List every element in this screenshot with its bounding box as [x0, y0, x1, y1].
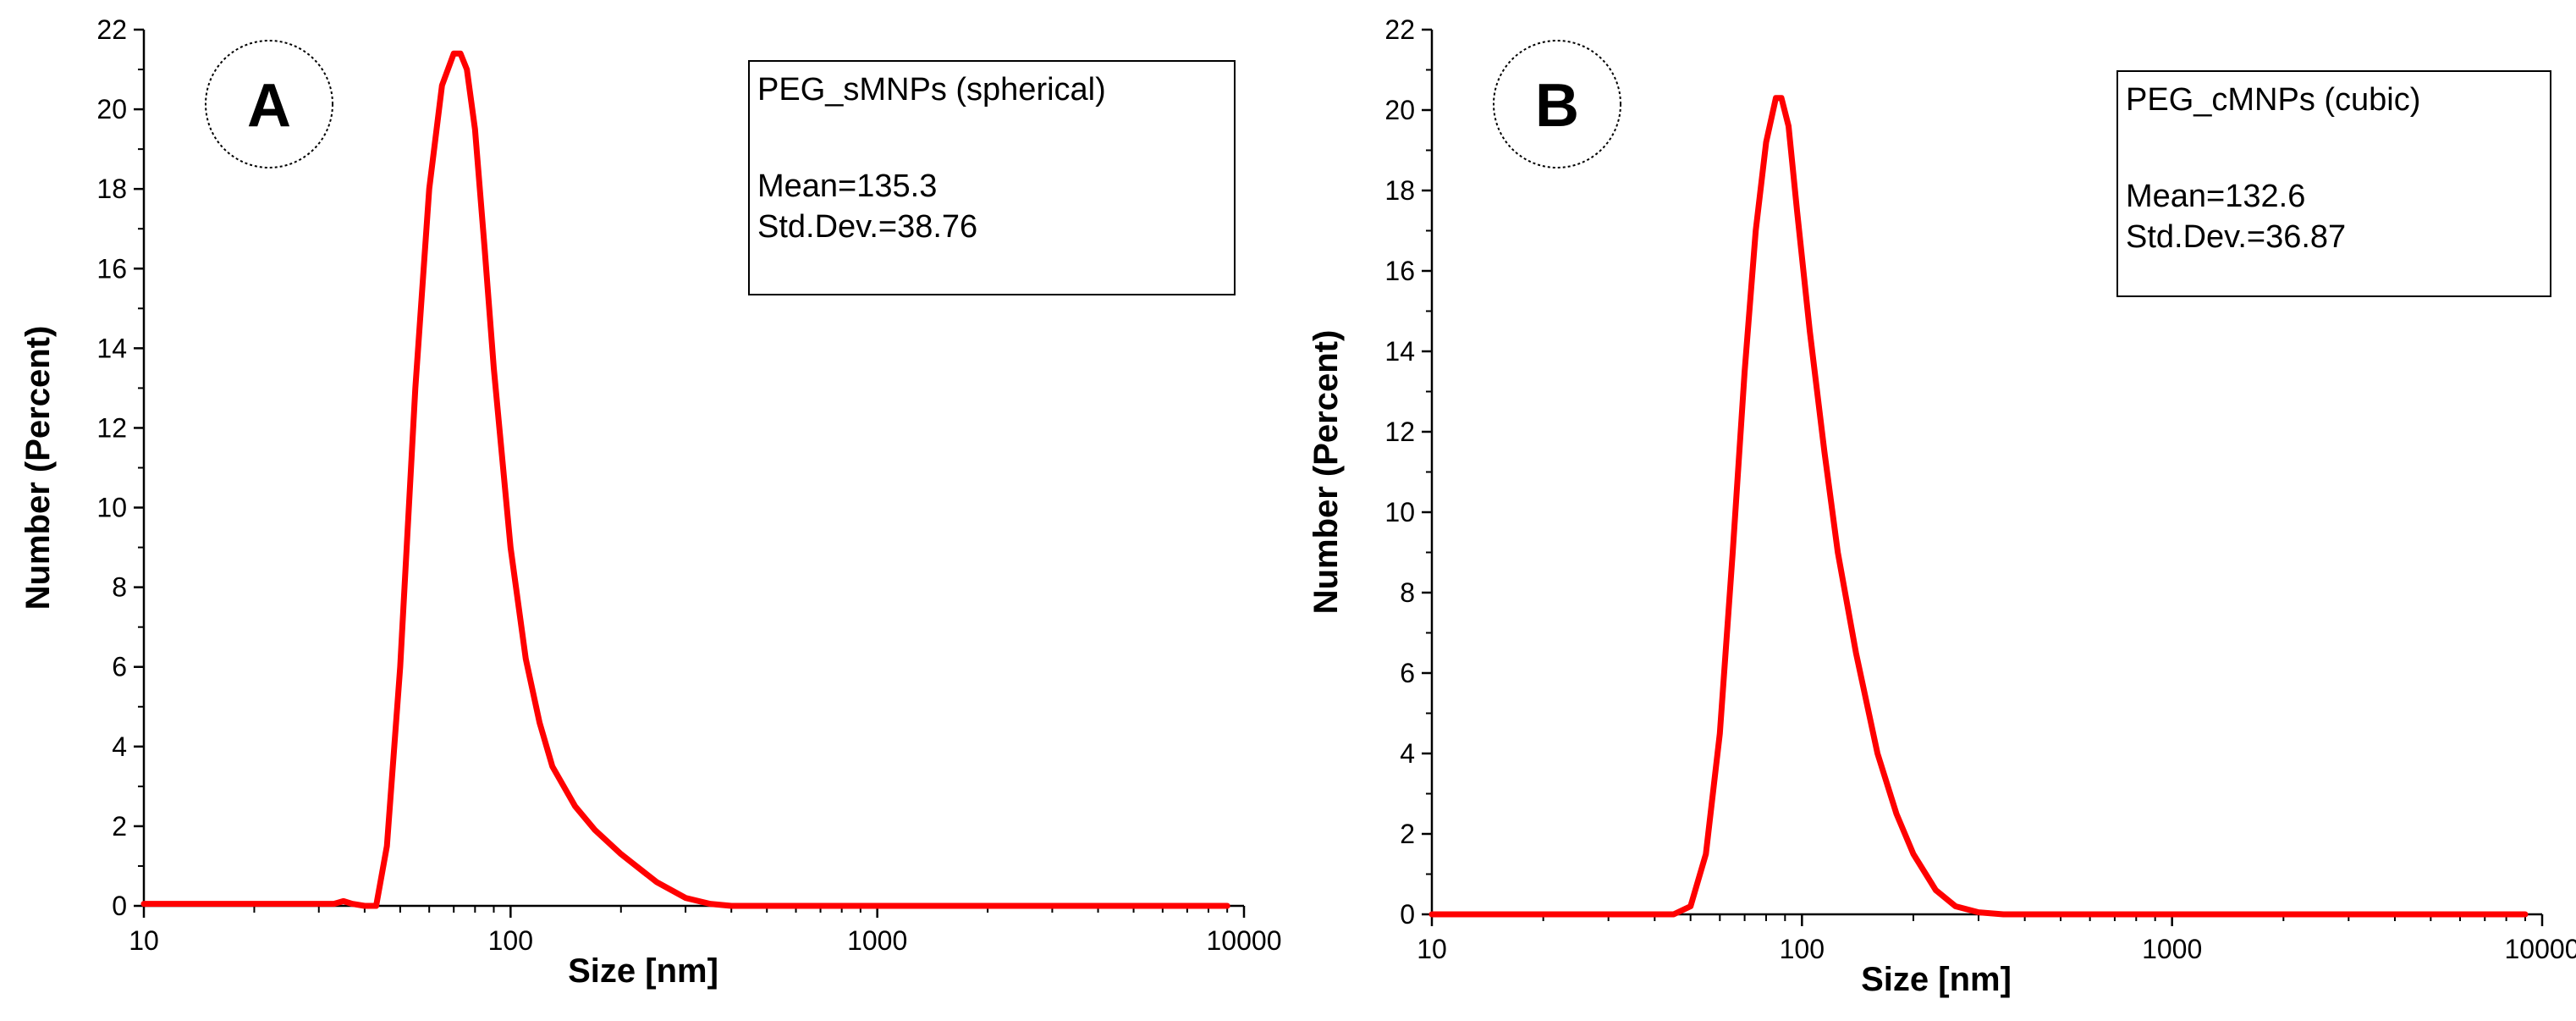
y-axis-title: Number (Percent): [19, 326, 57, 610]
y-tick-label: 4: [112, 731, 127, 762]
chart-svg-b: 0 2 4 6 8 10 12 14 16 18 20 22 10 100 1000 10000 Size [n…: [1307, 14, 2576, 998]
legend-box: [748, 60, 1236, 295]
x-tick-label: 1000: [2142, 934, 2202, 964]
y-tick-label: 2: [112, 811, 127, 842]
chart-panel-b: 0 2 4 6 8 10 12 14 16 18 20 22 10 100 1000 10000 Size [n…: [1288, 0, 2576, 1021]
y-tick-label: 22: [1384, 14, 1415, 45]
legend-title: PEG_sMNPs (spherical): [757, 72, 1106, 108]
y-tick-label: 14: [1384, 336, 1415, 367]
legend-stat: Mean=135.3: [757, 168, 937, 204]
x-tick-label: 10: [1417, 934, 1447, 964]
y-tick-label: 10: [96, 493, 127, 523]
y-tick-label: 18: [1384, 175, 1415, 206]
y-tick-label: 0: [112, 891, 127, 921]
legend-stat: Mean=132.6: [2126, 179, 2305, 214]
x-tick-label: 10000: [2505, 934, 2576, 964]
y-tick-label: 4: [1400, 738, 1415, 769]
y-tick-label: 20: [96, 94, 127, 124]
x-tick-label: 10: [129, 925, 159, 956]
y-tick-label: 20: [1384, 95, 1415, 125]
x-tick-label: 100: [488, 925, 533, 956]
legend-box: [2116, 70, 2551, 297]
y-tick-label: 12: [1384, 417, 1415, 447]
panel-label: B: [1535, 72, 1579, 140]
chart-svg-a: 0 2 4 6 8 10 12 14 16 18 20 22 10 100 1000 10000 Size [n…: [19, 14, 1282, 990]
x-tick-label: 10000: [1207, 925, 1282, 956]
y-tick-label: 16: [96, 253, 127, 284]
y-tick-label: 22: [96, 14, 127, 45]
y-tick-label: 8: [1400, 577, 1415, 608]
y-tick-label: 6: [112, 652, 127, 682]
y-axis-title: Number (Percent): [1307, 330, 1345, 615]
x-axis-title: Size [nm]: [568, 952, 718, 990]
y-tick-label: 18: [96, 174, 127, 204]
y-tick-label: 10: [1384, 497, 1415, 527]
legend-stat: Std.Dev.=36.87: [2126, 219, 2346, 255]
y-tick-label: 16: [1384, 256, 1415, 286]
chart-panel-a: 0 2 4 6 8 10 12 14 16 18 20 22 10 100 1000 10000 Size [n…: [19, 14, 1282, 990]
panel-badge-circle: [205, 40, 333, 168]
series-line: [1428, 95, 2529, 918]
y-tick-label: 8: [112, 572, 127, 603]
legend-stat: Std.Dev.=38.76: [757, 209, 977, 245]
panel-badge-circle: [1493, 40, 1621, 168]
legend-title: PEG_cMNPs (cubic): [2126, 82, 2420, 118]
y-tick-label: 2: [1400, 819, 1415, 849]
series-line: [140, 50, 1230, 909]
y-tick-label: 6: [1400, 658, 1415, 688]
panel-label: A: [247, 72, 291, 140]
x-tick-label: 100: [1780, 934, 1825, 964]
y-tick-label: 12: [96, 412, 127, 443]
y-tick-label: 0: [1400, 899, 1415, 930]
y-tick-label: 14: [96, 333, 127, 363]
x-tick-label: 1000: [847, 925, 907, 956]
x-axis-title: Size [nm]: [1861, 961, 2012, 998]
